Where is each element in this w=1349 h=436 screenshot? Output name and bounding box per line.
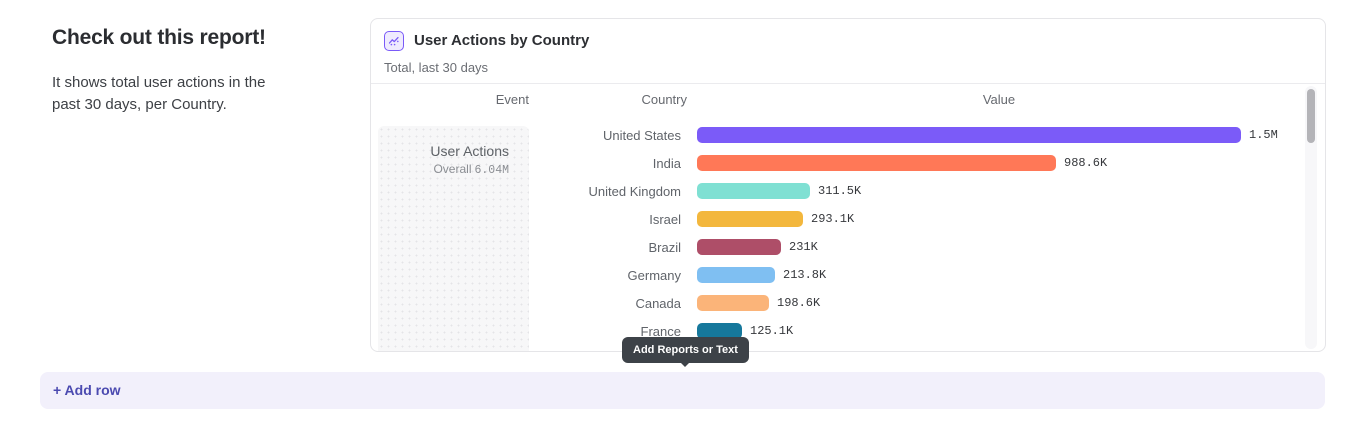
value-bar[interactable] — [697, 267, 775, 283]
event-panel[interactable]: User Actions Overall 6.04M — [378, 126, 529, 351]
event-overall: Overall 6.04M — [378, 162, 509, 177]
country-label: Germany — [627, 267, 681, 283]
overall-label: Overall — [433, 162, 472, 176]
add-row-label: + Add row — [53, 382, 121, 398]
text-card: Check out this report! It shows total us… — [52, 26, 312, 116]
report-chart-area: Event Country Value User Actions Overall… — [371, 84, 1325, 351]
value-label: 213.8K — [783, 268, 827, 282]
value-bar[interactable] — [697, 127, 1241, 143]
chart-rows: United States 1.5M India 988.6K United Kingd… — [371, 84, 1325, 351]
event-name: User Actions — [430, 143, 509, 159]
chart-row: Canada 198.6K — [371, 289, 820, 317]
value-bar[interactable] — [697, 323, 742, 339]
country-label: United States — [602, 127, 681, 143]
report-title: User Actions by Country — [414, 32, 590, 49]
text-card-title: Check out this report! — [52, 26, 266, 49]
value-label: 231K — [789, 240, 818, 254]
country-label: United Kingdom — [588, 183, 682, 199]
value-bar[interactable] — [697, 155, 1056, 171]
column-header-country: Country — [641, 92, 687, 107]
line-chart-icon — [384, 31, 404, 51]
value-bar[interactable] — [697, 183, 810, 199]
chart-row: Israel 293.1K — [371, 205, 854, 233]
value-label: 1.5M — [1249, 128, 1278, 142]
value-label: 198.6K — [777, 296, 821, 310]
value-label: 311.5K — [818, 184, 862, 198]
value-label: 293.1K — [811, 212, 855, 226]
value-bar[interactable] — [697, 211, 803, 227]
add-reports-tooltip: Add Reports or Text — [622, 337, 749, 367]
scrollbar-thumb[interactable] — [1307, 89, 1315, 143]
column-header-value: Value — [982, 92, 1016, 107]
country-label: France — [640, 323, 681, 339]
chart-row: Germany 213.8K — [371, 261, 826, 289]
country-label: Brazil — [648, 239, 681, 255]
add-row-button[interactable]: + Add row — [40, 372, 1325, 409]
chart-row: United Kingdom 311.5K — [371, 177, 861, 205]
chart-row: United States 1.5M — [371, 121, 1278, 149]
report-card-header: User Actions by Country Total, last 30 d… — [371, 19, 1325, 84]
country-label: Canada — [635, 295, 681, 311]
value-bar[interactable] — [697, 295, 769, 311]
chart-row: Brazil 231K — [371, 233, 818, 261]
overall-value: 6.04M — [474, 164, 509, 177]
value-bar[interactable] — [697, 239, 781, 255]
country-label: Israel — [649, 211, 681, 227]
value-label: 125.1K — [750, 324, 794, 338]
country-label: India — [652, 155, 681, 171]
value-label: 988.6K — [1064, 156, 1108, 170]
text-card-description: It shows total user actions in the past … — [52, 74, 266, 113]
chart-row: India 988.6K — [371, 149, 1107, 177]
report-subtitle: Total, last 30 days — [384, 60, 489, 75]
report-card[interactable]: User Actions by Country Total, last 30 d… — [370, 18, 1326, 352]
chart-row: France 125.1K — [371, 317, 793, 345]
tooltip-text: Add Reports or Text — [633, 344, 738, 356]
column-header-event: Event — [495, 92, 529, 107]
tooltip-arrow — [679, 361, 692, 373]
chart-scrollbar[interactable] — [1305, 86, 1317, 349]
